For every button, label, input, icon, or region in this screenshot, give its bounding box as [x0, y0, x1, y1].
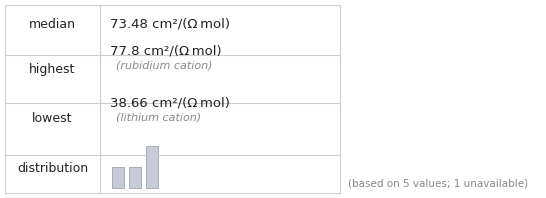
Bar [112, 167, 124, 188]
Bar [5, 5, 340, 193]
Text: 73.48 cm²/(Ω mol): 73.48 cm²/(Ω mol) [110, 17, 230, 30]
Text: (based on 5 values; 1 unavailable): (based on 5 values; 1 unavailable) [348, 178, 528, 188]
Text: 77.8 cm²/(Ω mol): 77.8 cm²/(Ω mol) [110, 45, 222, 57]
Text: (rubidium cation): (rubidium cation) [116, 60, 212, 70]
Text: highest: highest [29, 63, 76, 75]
Text: median: median [29, 17, 76, 30]
Text: lowest: lowest [32, 112, 73, 126]
Bar [129, 167, 141, 188]
Text: 38.66 cm²/(Ω mol): 38.66 cm²/(Ω mol) [110, 96, 230, 109]
Bar [146, 146, 158, 188]
Text: (lithium cation): (lithium cation) [116, 112, 201, 122]
Text: distribution: distribution [17, 162, 88, 174]
